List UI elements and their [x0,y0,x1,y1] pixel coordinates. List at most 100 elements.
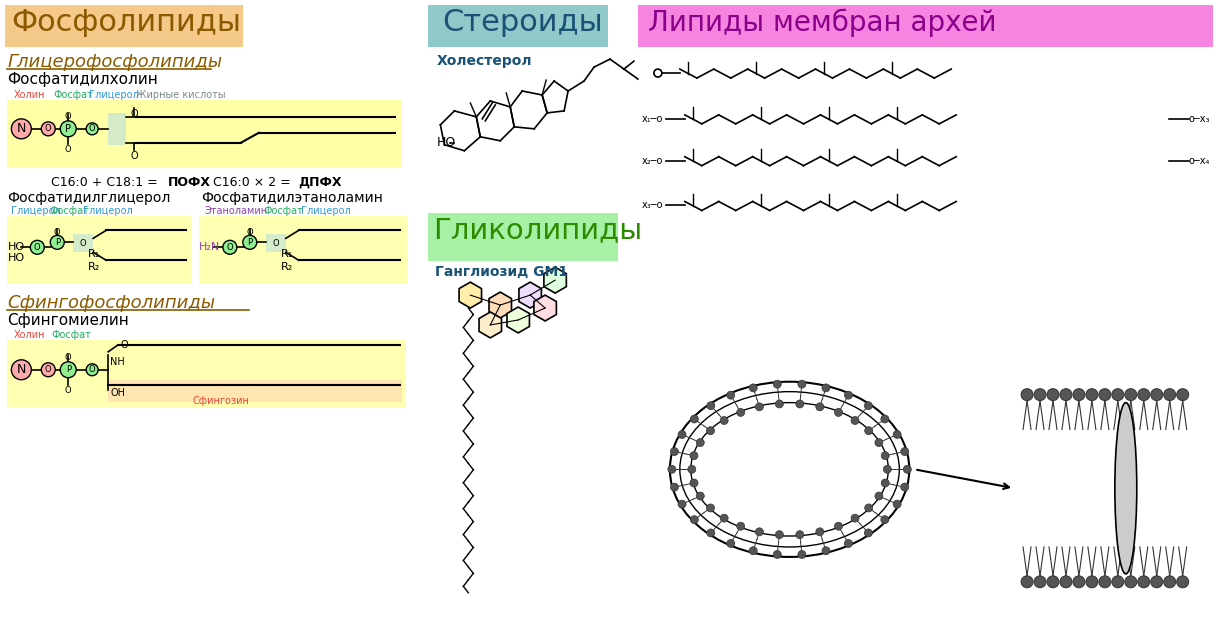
Ellipse shape [680,392,899,547]
Circle shape [795,530,804,539]
FancyBboxPatch shape [199,217,408,284]
Ellipse shape [1114,403,1136,574]
Circle shape [893,500,901,508]
Circle shape [1099,576,1111,588]
Text: Липиды мембран архей: Липиды мембран архей [648,8,996,37]
Circle shape [755,403,764,411]
Circle shape [1060,389,1072,401]
Text: O: O [65,145,72,154]
Text: C16:0 × 2 =: C16:0 × 2 = [201,176,295,188]
Circle shape [1034,389,1046,401]
Circle shape [1047,389,1058,401]
Circle shape [776,400,783,408]
Circle shape [844,539,853,547]
Ellipse shape [691,403,888,536]
FancyBboxPatch shape [108,113,127,145]
Text: Фосфат: Фосфат [264,207,303,217]
Circle shape [1099,389,1111,401]
Ellipse shape [670,382,910,557]
Text: x₁─o: x₁─o [642,114,664,124]
Text: Фосфат: Фосфат [49,207,89,217]
Circle shape [893,430,901,438]
Polygon shape [479,312,502,338]
Text: HO: HO [9,243,26,252]
Circle shape [1021,389,1033,401]
Text: O: O [121,340,128,350]
Circle shape [882,452,889,460]
Circle shape [678,500,686,508]
FancyBboxPatch shape [7,100,402,168]
Circle shape [50,236,65,249]
Circle shape [865,402,872,410]
FancyBboxPatch shape [108,380,402,401]
Circle shape [86,123,99,135]
Circle shape [834,522,843,530]
Text: R₁: R₁ [88,249,100,260]
Circle shape [904,466,911,473]
Text: Фосфат: Фосфат [51,330,91,340]
Text: N: N [17,364,26,376]
Circle shape [41,122,55,136]
Polygon shape [488,292,512,318]
FancyBboxPatch shape [7,340,407,408]
Circle shape [773,380,781,388]
Circle shape [670,483,678,491]
Text: Сфингозин: Сфингозин [192,396,250,406]
Circle shape [822,384,829,392]
Circle shape [737,522,744,530]
Circle shape [691,516,698,524]
Circle shape [1151,576,1163,588]
Text: O: O [80,239,86,248]
Circle shape [689,452,698,460]
Text: O: O [34,243,40,252]
Circle shape [697,438,704,447]
Text: Сфингофосфолипиды: Сфингофосфолипиды [7,294,216,312]
Text: HO: HO [436,136,456,149]
Circle shape [1163,576,1175,588]
Circle shape [882,479,889,487]
FancyBboxPatch shape [638,6,1213,47]
Circle shape [1151,389,1163,401]
Text: P: P [247,238,252,247]
Circle shape [1047,576,1058,588]
Polygon shape [533,295,557,321]
Text: Фосфолипиды: Фосфолипиды [11,8,241,37]
Circle shape [1112,389,1124,401]
Circle shape [670,447,678,455]
Text: o─x₄: o─x₄ [1189,156,1209,166]
Circle shape [1086,389,1097,401]
Circle shape [11,360,32,380]
Polygon shape [519,282,542,308]
Circle shape [667,466,676,473]
Circle shape [1124,576,1136,588]
Circle shape [706,529,715,537]
Text: O: O [54,229,61,238]
Text: Фосфат: Фосфат [54,90,93,100]
Text: H₂N: H₂N [199,243,220,252]
Circle shape [822,547,829,555]
Circle shape [798,380,806,388]
Circle shape [691,415,698,423]
Circle shape [1073,389,1085,401]
Text: Фосфатидилхолин: Фосфатидилхолин [7,72,158,87]
Circle shape [883,466,892,473]
Circle shape [749,547,758,555]
Text: x₃─o: x₃─o [642,200,664,210]
Text: Фосфатидилэтаноламин: Фосфатидилэтаноламин [201,190,382,205]
Text: ДПФХ: ДПФХ [298,176,342,188]
Text: Глицерол: Глицерол [301,207,351,217]
Circle shape [737,408,744,416]
Circle shape [1034,576,1046,588]
FancyBboxPatch shape [5,6,242,47]
Circle shape [706,402,715,410]
Text: O: O [273,239,279,248]
Circle shape [875,492,883,500]
Text: O: O [89,124,95,134]
Text: O: O [227,243,233,252]
Circle shape [689,479,698,487]
Circle shape [798,551,806,558]
Polygon shape [544,267,566,293]
Circle shape [881,516,889,524]
Circle shape [875,438,883,447]
Circle shape [755,528,764,536]
